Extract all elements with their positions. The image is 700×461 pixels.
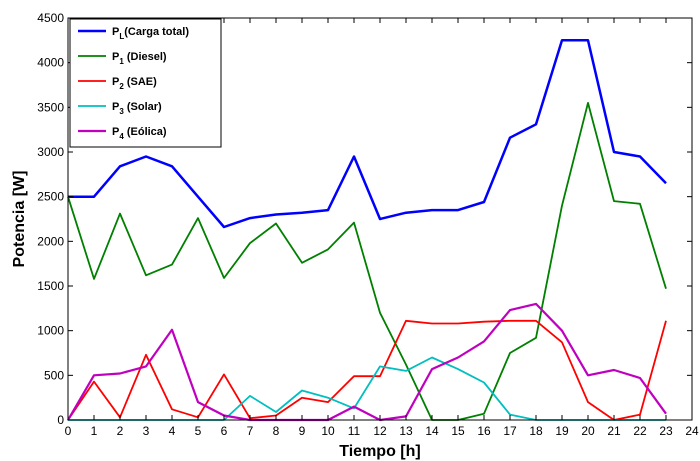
x-tick-label: 3 [143,424,150,438]
x-tick-label: 8 [273,424,280,438]
x-tick-label: 19 [555,424,569,438]
x-tick-label: 7 [247,424,254,438]
y-tick-label: 500 [44,368,64,382]
x-tick-label: 18 [529,424,543,438]
x-tick-label: 4 [169,424,176,438]
x-axis-title: Tiempo [h] [339,443,420,460]
y-tick-label: 0 [57,413,64,427]
series-line-2 [67,102,667,421]
series-line-3 [67,319,667,421]
x-tick-label: 22 [633,424,647,438]
x-tick-label: 10 [321,424,335,438]
x-tick-label: 13 [399,424,413,438]
y-tick-label: 4000 [37,56,64,70]
x-tick-label: 23 [659,424,673,438]
legend-entry-5: P4 (Eólica) [112,126,167,141]
legend-entry-1: PL(Carga total) [112,26,189,41]
y-tick-label: 4500 [37,11,64,25]
y-tick-label: 2000 [37,234,64,248]
ticks-layer: 0 1 2 3 4 5 6 7 8 9 10 11 12 13 14 15 16 17 18 19 20 21 22 23 24… [37,11,699,438]
x-tick-label: 21 [607,424,621,438]
x-tick-label: 16 [477,424,491,438]
x-tick-label: 20 [581,424,595,438]
legend-entry-3: P2 (SAE) [112,76,157,91]
series-line-1 [68,39,667,229]
series-line-5 [67,302,667,422]
legend: PL(Carga total) P1 (Diesel) P2 (SAE) P3 (So… [69,18,222,148]
y-tick-label: 2500 [37,190,64,204]
y-tick-label: 1500 [37,279,64,293]
legend-entry-4: P3 (Solar) [112,101,162,116]
legend-box [69,18,222,148]
x-tick-label: 12 [373,424,387,438]
x-tick-label: 2 [117,424,124,438]
y-tick-label: 3000 [37,145,64,159]
legend-entry-2: P1 (Diesel) [112,51,167,66]
x-tick-label: 15 [451,424,465,438]
y-axis-title: Potencia [W] [11,171,28,268]
x-tick-label: 9 [299,424,306,438]
x-tick-label: 5 [195,424,202,438]
x-tick-label: 14 [425,424,439,438]
x-tick-label: 0 [65,424,72,438]
x-tick-label: 6 [221,424,228,438]
x-tick-label: 17 [503,424,517,438]
x-tick-label: 11 [348,424,361,438]
x-tick-label: 1 [91,424,98,438]
x-tick-label: 24 [685,424,699,438]
y-tick-label: 1000 [37,324,64,338]
y-tick-label: 3500 [37,100,64,114]
